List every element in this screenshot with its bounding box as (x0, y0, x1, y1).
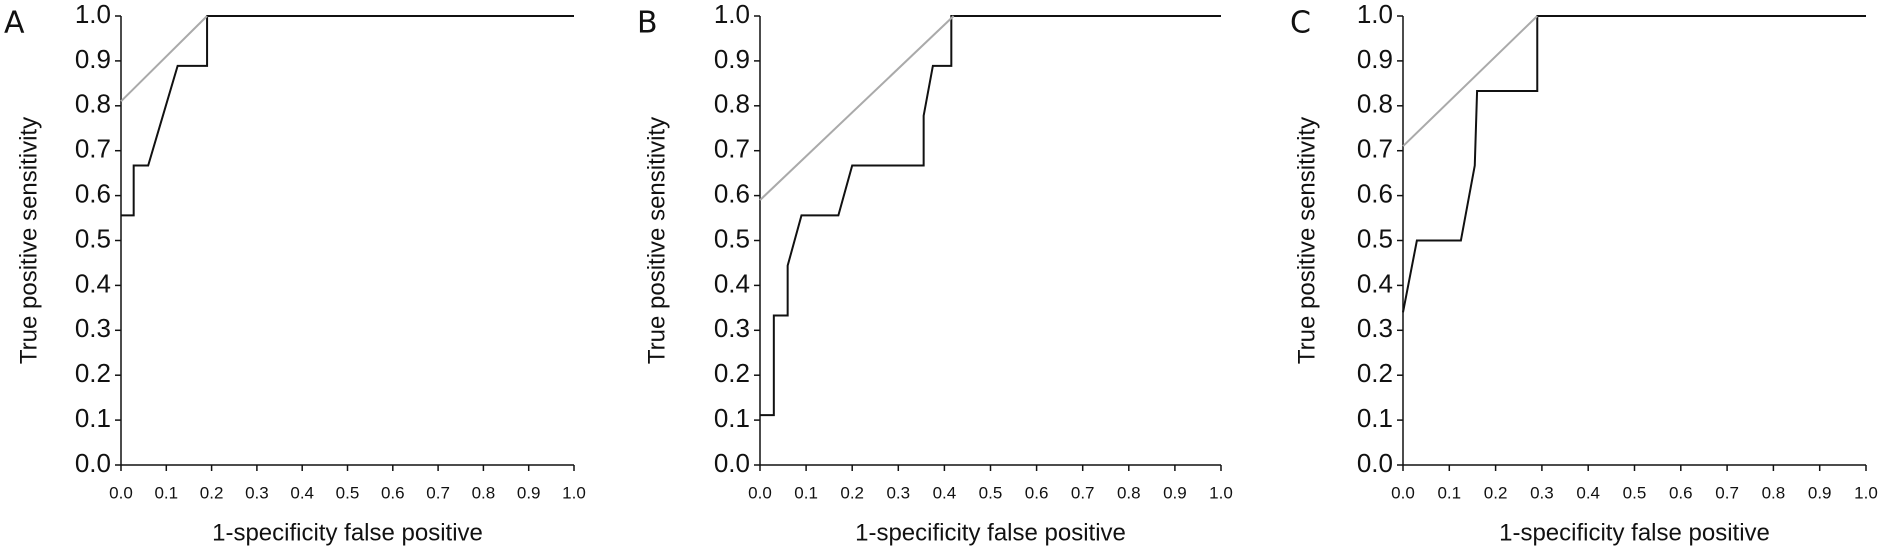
roc-line (1402, 15, 1866, 313)
x-tick-label: 0.7 (1071, 483, 1095, 502)
x-tick-label: 0.0 (1391, 483, 1415, 502)
y-tick-label: 0.4 (1357, 268, 1393, 298)
y-tick-label: 0.6 (75, 178, 111, 208)
x-tick-label: 0.3 (245, 483, 269, 502)
y-tick-label: 1.0 (75, 0, 111, 29)
y-tick-label: 0.0 (1357, 448, 1393, 478)
x-tick-label: 0.9 (1808, 483, 1832, 502)
panel-label: C (1290, 6, 1311, 41)
x-tick-label: 0.8 (1117, 483, 1141, 502)
y-tick-label: 0.1 (75, 403, 111, 433)
x-tick-label: 0.7 (426, 483, 450, 502)
panel-label: A (4, 6, 25, 41)
panel-label: B (637, 6, 658, 41)
x-tick-label: 0.5 (336, 483, 360, 502)
x-tick-label: 0.6 (1669, 483, 1693, 502)
x-tick-label: 1.0 (1854, 483, 1878, 502)
y-tick-label: 0.8 (714, 89, 750, 119)
x-tick-label: 1.0 (1209, 483, 1233, 502)
y-axis-label: True positive sensitivity (643, 117, 670, 364)
x-tick-label: 0.6 (1025, 483, 1049, 502)
y-tick-label: 0.7 (714, 134, 750, 164)
x-tick-label: 0.3 (886, 483, 910, 502)
y-tick-label: 0.0 (75, 448, 111, 478)
x-tick-label: 0.4 (933, 483, 957, 502)
y-tick-label: 0.0 (714, 448, 750, 478)
y-tick-label: 0.1 (714, 403, 750, 433)
y-tick-label: 0.5 (714, 223, 750, 253)
y-tick-label: 0.2 (714, 358, 750, 388)
x-axis-label: 1-specificity false positive (212, 519, 483, 546)
y-tick-label: 0.7 (1357, 134, 1393, 164)
y-tick-label: 0.6 (714, 178, 750, 208)
y-tick-label: 0.8 (1357, 89, 1393, 119)
y-tick-label: 0.9 (75, 44, 111, 74)
x-tick-label: 0.1 (794, 483, 818, 502)
y-tick-label: 0.5 (1357, 223, 1393, 253)
y-tick-label: 0.1 (1357, 403, 1393, 433)
y-tick-label: 1.0 (714, 0, 750, 29)
x-tick-label: 0.8 (472, 483, 496, 502)
x-tick-label: 0.4 (1576, 483, 1600, 502)
roc-line (120, 15, 208, 103)
y-tick-label: 0.9 (714, 44, 750, 74)
x-tick-label: 0.2 (200, 483, 224, 502)
x-tick-label: 0.8 (1762, 483, 1786, 502)
x-tick-label: 0.1 (154, 483, 178, 502)
x-tick-label: 1.0 (562, 483, 586, 502)
x-axis-label: 1-specificity false positive (855, 519, 1126, 546)
y-tick-label: 0.6 (1357, 178, 1393, 208)
x-tick-label: 0.2 (840, 483, 864, 502)
y-tick-label: 0.7 (75, 134, 111, 164)
y-tick-label: 0.2 (75, 358, 111, 388)
x-tick-label: 0.0 (109, 483, 133, 502)
y-tick-label: 0.3 (75, 313, 111, 343)
x-tick-label: 0.5 (979, 483, 1003, 502)
y-tick-label: 0.3 (1357, 313, 1393, 343)
y-axis-label: True positive sensitivity (1293, 117, 1320, 364)
x-tick-label: 0.2 (1484, 483, 1508, 502)
y-tick-label: 0.2 (1357, 358, 1393, 388)
y-tick-label: 1.0 (1357, 0, 1393, 29)
y-tick-label: 0.4 (75, 268, 111, 298)
x-tick-label: 0.9 (1163, 483, 1187, 502)
y-tick-label: 0.4 (714, 268, 750, 298)
x-tick-label: 0.3 (1530, 483, 1554, 502)
x-tick-label: 0.6 (381, 483, 405, 502)
x-tick-label: 0.9 (517, 483, 541, 502)
roc-line (121, 15, 574, 217)
roc-line (1402, 15, 1538, 147)
y-tick-label: 0.3 (714, 313, 750, 343)
x-axis-label: 1-specificity false positive (1499, 519, 1770, 546)
y-axis-label: True positive sensitivity (15, 117, 42, 364)
y-tick-label: 0.8 (75, 89, 111, 119)
roc-line (759, 15, 955, 201)
y-tick-label: 0.9 (1357, 44, 1393, 74)
x-tick-label: 0.0 (748, 483, 772, 502)
x-tick-label: 0.7 (1715, 483, 1739, 502)
x-tick-label: 0.4 (290, 483, 314, 502)
roc-line (760, 15, 1221, 417)
x-tick-label: 0.1 (1437, 483, 1461, 502)
y-tick-label: 0.5 (75, 223, 111, 253)
x-tick-label: 0.5 (1623, 483, 1647, 502)
